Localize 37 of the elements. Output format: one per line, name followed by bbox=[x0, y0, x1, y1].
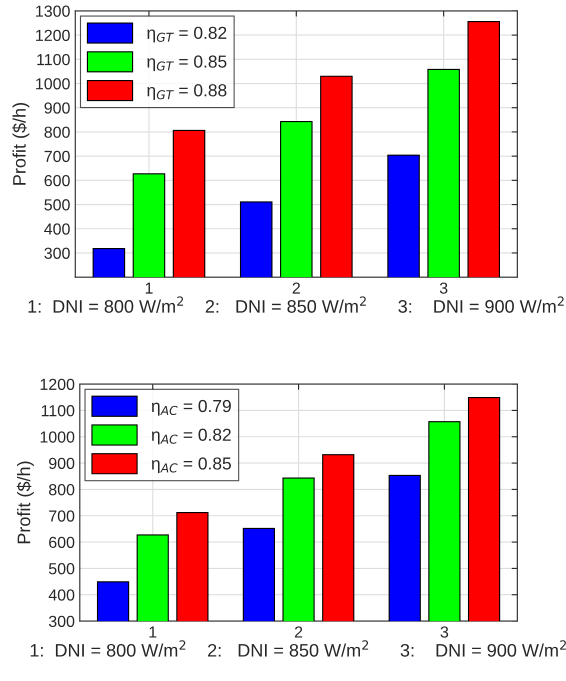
y-axis-title: Profit ($/h) bbox=[16, 462, 34, 544]
legend-label: η$_{GT}$ = 0.85 bbox=[147, 55, 226, 72]
legend-label: η$_{GT}$ = 0.82 bbox=[147, 26, 226, 42]
x-tick-label: 1 bbox=[150, 626, 156, 638]
y-tick-label: 1300 bbox=[36, 6, 70, 17]
y-tick-label: 1200 bbox=[36, 30, 70, 42]
y-tick-label: 500 bbox=[48, 563, 74, 574]
y-tick-label: 800 bbox=[44, 126, 70, 138]
y-tick-label: 800 bbox=[48, 484, 74, 496]
x-tick-label: 3 bbox=[440, 282, 448, 294]
y-tick-label: 400 bbox=[48, 589, 74, 601]
x-tick-label: 2 bbox=[292, 282, 300, 294]
y-axis-title: Profit ($/h) bbox=[12, 103, 30, 185]
legend-label: η$_{AC}$ = 0.82 bbox=[152, 428, 231, 444]
legend-label: η$_{AC}$ = 0.85 bbox=[152, 457, 231, 474]
y-tick-label: 1200 bbox=[40, 378, 74, 390]
text: 1: DNI = 800 W/m$^{2}$ 2: DNI = 850 W/m$^{2}$ 3: DNI = 900 W/m$^{2}$ bbox=[30, 640, 566, 657]
y-tick-label: 1000 bbox=[40, 431, 74, 443]
y-tick-label: 900 bbox=[49, 458, 74, 470]
y-tick-label: 500 bbox=[44, 199, 70, 210]
x-tick-label: 3 bbox=[440, 626, 448, 638]
y-tick-label: 900 bbox=[44, 102, 70, 114]
x-tick-label: 1 bbox=[146, 282, 153, 294]
y-tick-label: 1100 bbox=[42, 405, 74, 416]
y-tick-label: 300 bbox=[48, 616, 74, 628]
legend-label: η$_{AC}$ = 0.79 bbox=[152, 400, 231, 416]
y-tick-label: 1000 bbox=[36, 78, 70, 90]
y-tick-label: 400 bbox=[44, 223, 70, 235]
y-tick-label: 300 bbox=[44, 248, 70, 259]
y-tick-label: 600 bbox=[49, 536, 74, 548]
y-tick-label: 700 bbox=[44, 150, 70, 162]
y-tick-label: 1100 bbox=[37, 54, 70, 66]
legend-label: η$_{GT}$ = 0.88 bbox=[147, 84, 226, 100]
x-tick-label: 2 bbox=[294, 626, 302, 638]
text: 1: DNI = 800 W/m$^{2}$ 2: DNI = 850 W/m$^{2}$ 3: DNI = 900 W/m$^{2}$ bbox=[28, 296, 564, 313]
y-tick-label: 700 bbox=[49, 510, 74, 522]
y-tick-label: 600 bbox=[44, 174, 70, 186]
